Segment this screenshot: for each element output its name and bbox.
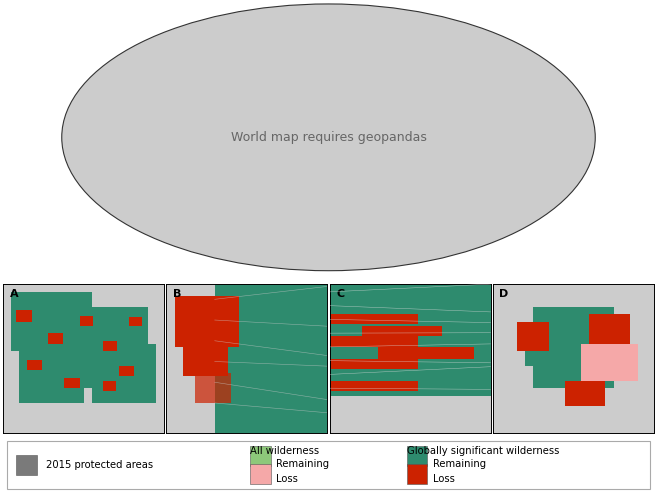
Bar [330, 359, 418, 369]
Bar [129, 317, 141, 326]
Bar [330, 285, 491, 396]
Text: C: C [336, 289, 344, 299]
Bar [11, 292, 92, 351]
Bar [119, 366, 133, 376]
Bar [589, 314, 629, 344]
Text: Loss: Loss [432, 474, 455, 484]
FancyBboxPatch shape [7, 441, 650, 490]
Bar [330, 336, 418, 347]
Bar [60, 307, 148, 351]
Bar [330, 314, 418, 325]
Text: D: D [499, 289, 509, 299]
Text: Remaining: Remaining [277, 459, 330, 469]
Bar [16, 455, 37, 475]
Bar [103, 381, 116, 391]
Bar [517, 292, 629, 418]
Bar [533, 307, 614, 388]
Text: Remaining: Remaining [432, 459, 486, 469]
Bar [175, 296, 239, 347]
Ellipse shape [62, 4, 595, 271]
Bar [92, 344, 156, 403]
Bar [64, 378, 80, 388]
Bar [407, 447, 427, 466]
Bar [362, 326, 442, 336]
Bar [19, 351, 83, 403]
Bar [330, 381, 418, 391]
Bar [49, 333, 63, 344]
Bar [565, 381, 606, 406]
Bar [378, 347, 474, 359]
Bar [581, 344, 638, 381]
Bar [215, 285, 327, 433]
Bar [407, 464, 427, 484]
Text: World map requires geopandas: World map requires geopandas [231, 131, 426, 144]
Bar [195, 373, 231, 403]
Text: All wilderness: All wilderness [250, 446, 319, 455]
Bar [517, 322, 549, 351]
Bar [28, 360, 42, 370]
Bar [250, 464, 271, 484]
Bar [250, 447, 271, 466]
Bar [16, 310, 32, 322]
Bar [525, 322, 581, 366]
Bar [103, 341, 118, 351]
Text: B: B [173, 289, 181, 299]
Text: Loss: Loss [277, 474, 298, 484]
Text: Globally significant wilderness: Globally significant wilderness [407, 446, 559, 455]
Bar [35, 329, 132, 388]
Bar [183, 341, 227, 376]
Bar [80, 316, 93, 326]
Text: A: A [10, 289, 18, 299]
Text: 2015 protected areas: 2015 protected areas [45, 460, 152, 470]
